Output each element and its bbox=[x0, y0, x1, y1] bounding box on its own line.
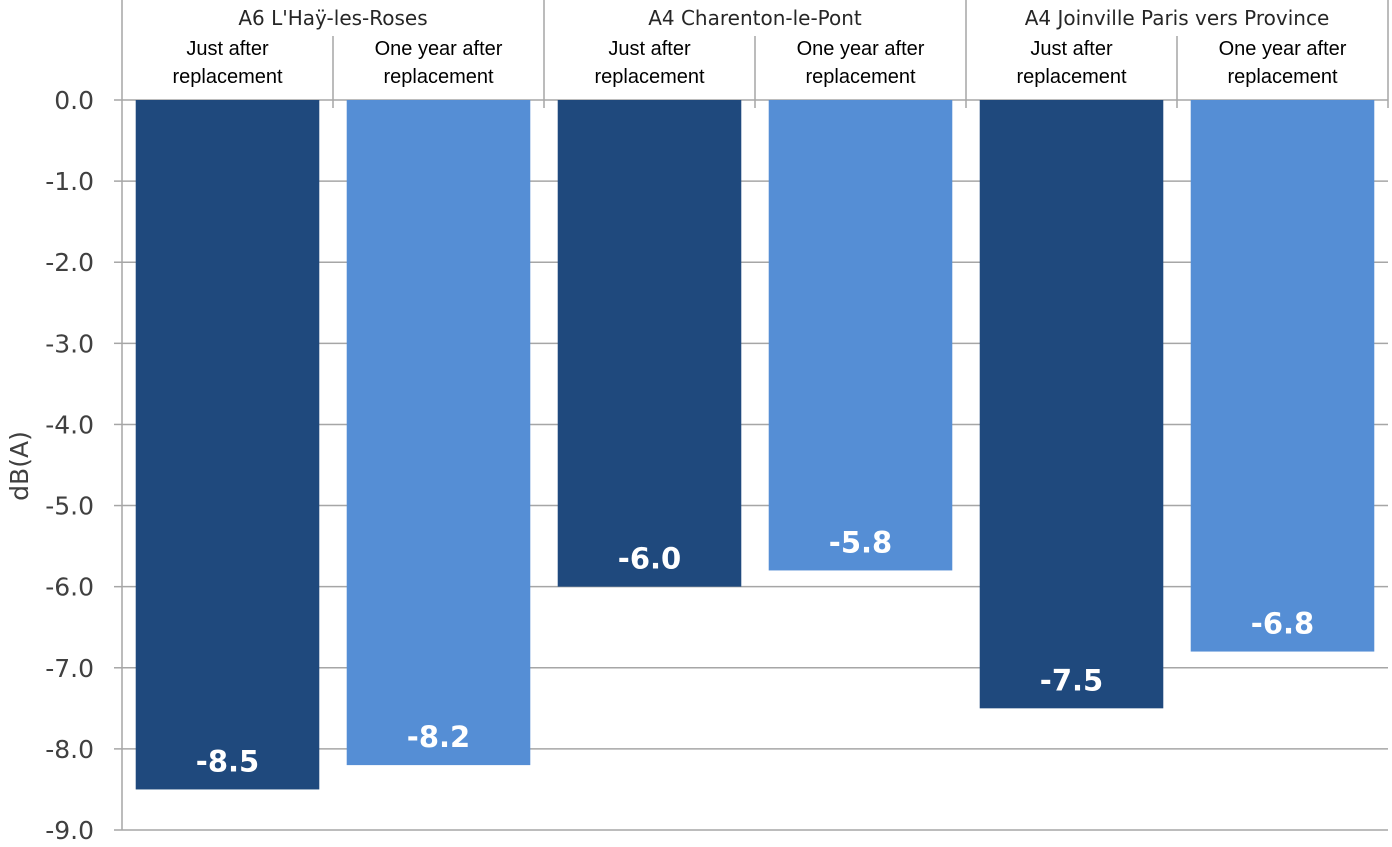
category-label: Just after bbox=[608, 38, 691, 60]
category-label: One year after bbox=[1219, 38, 1347, 60]
y-tick-label: -9.0 bbox=[45, 816, 94, 845]
bars: -8.5 -8.2 -6.0 -5.8 -7.5 -6.8 bbox=[135, 100, 1375, 790]
category-label: Just after bbox=[1030, 38, 1113, 60]
data-label: -8.5 bbox=[196, 744, 259, 778]
y-tick-label: -2.0 bbox=[45, 248, 94, 277]
data-label: -6.8 bbox=[1251, 607, 1314, 641]
y-tick-label: -5.0 bbox=[45, 492, 94, 521]
bar bbox=[346, 100, 531, 766]
bar bbox=[768, 100, 953, 571]
data-label: -5.8 bbox=[829, 525, 892, 559]
category-label: replacement bbox=[1016, 66, 1127, 88]
y-tick-label: 0.0 bbox=[54, 86, 94, 115]
category-header: A6 L'Haÿ-les-Roses Just after replacement O… bbox=[172, 0, 1389, 108]
category-label: Just after bbox=[186, 38, 269, 60]
y-tick-label: -1.0 bbox=[45, 167, 94, 196]
bar bbox=[979, 100, 1164, 709]
data-label: -7.5 bbox=[1040, 663, 1103, 697]
y-tick-label: -7.0 bbox=[45, 654, 94, 683]
data-label: -8.2 bbox=[407, 720, 470, 754]
y-axis-ticks: 0.0 -1.0 -2.0 -3.0 -4.0 -5.0 -6.0 -7.0 -8.0 -9.0 bbox=[45, 86, 94, 845]
y-tick-label: -4.0 bbox=[45, 410, 94, 439]
y-tick-label: -8.0 bbox=[45, 735, 94, 764]
group-label: A6 L'Haÿ-les-Roses bbox=[238, 6, 427, 30]
y-tick-label: -6.0 bbox=[45, 573, 94, 602]
data-label: -6.0 bbox=[618, 542, 681, 576]
group-label: A4 Charenton-le-Pont bbox=[648, 6, 862, 30]
category-label: replacement bbox=[594, 66, 705, 88]
category-label: One year after bbox=[375, 38, 503, 60]
category-label: replacement bbox=[1227, 66, 1338, 88]
gridlines bbox=[114, 0, 1388, 831]
category-label: replacement bbox=[805, 66, 916, 88]
bar bbox=[135, 100, 320, 790]
bar bbox=[1190, 100, 1375, 652]
group-label: A4 Joinville Paris vers Province bbox=[1025, 6, 1330, 30]
y-tick-label: -3.0 bbox=[45, 329, 94, 358]
category-label: One year after bbox=[797, 38, 925, 60]
bar bbox=[557, 100, 742, 587]
category-label: replacement bbox=[383, 66, 494, 88]
y-axis-label: dB(A) bbox=[5, 431, 34, 501]
category-label: replacement bbox=[172, 66, 283, 88]
